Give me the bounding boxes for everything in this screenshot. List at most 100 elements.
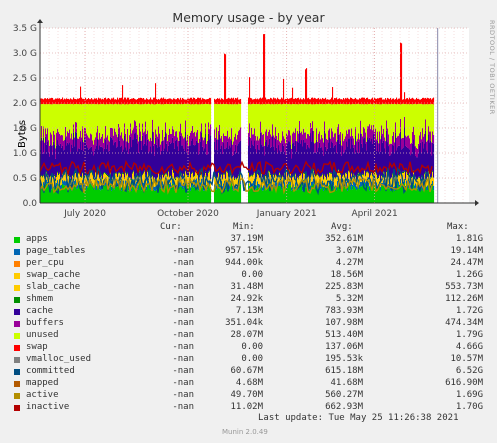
stack-segment (383, 128, 385, 141)
stack-segment (117, 186, 119, 203)
stack-segment (121, 190, 123, 203)
stack-segment (284, 138, 286, 152)
stack-segment (134, 189, 136, 203)
stack-segment (158, 173, 160, 182)
stack-segment (289, 141, 291, 170)
stack-segment (415, 99, 417, 104)
stack-segment (109, 98, 111, 105)
stack-segment (158, 138, 160, 173)
stack-segment (234, 136, 236, 151)
stack-segment (251, 188, 253, 203)
stack-segment (286, 146, 288, 171)
stack-segment (301, 172, 303, 180)
stack-segment (215, 137, 217, 150)
stack-segment (289, 104, 291, 131)
stack-segment (346, 104, 348, 131)
stack-segment (148, 180, 150, 186)
stack-segment (63, 103, 65, 141)
stack-segment (183, 138, 185, 149)
stack-segment (372, 175, 374, 177)
stack-segment (218, 183, 220, 203)
stack-segment (423, 104, 425, 137)
stack-segment (146, 98, 148, 105)
stack-segment (279, 99, 281, 104)
stack-segment (94, 139, 96, 151)
stack-segment (266, 129, 268, 140)
stack-segment (62, 179, 64, 184)
stack-segment (295, 127, 297, 141)
stack-segment (142, 104, 144, 124)
stack-segment (150, 177, 152, 186)
stack-segment (80, 130, 82, 142)
stack-segment (370, 129, 372, 142)
stack-segment (261, 186, 263, 203)
stack-segment (356, 186, 358, 191)
stack-segment (417, 188, 419, 203)
stack-segment (157, 136, 159, 148)
stack-segment (392, 173, 394, 175)
stack-segment (176, 103, 178, 132)
stack-segment (234, 99, 236, 104)
stack-segment (310, 177, 312, 186)
stack-segment (99, 177, 101, 179)
stack-segment (248, 145, 250, 173)
stack-segment (382, 103, 384, 134)
stack-segment (328, 176, 330, 178)
stack-segment (121, 104, 123, 133)
stack-segment (355, 188, 357, 203)
legend-cur: -nan (172, 270, 194, 280)
stack-segment (236, 186, 238, 191)
stack-segment (202, 98, 204, 105)
stack-segment (391, 178, 393, 185)
stack-segment (52, 177, 54, 184)
stack-segment (195, 136, 197, 146)
stack-segment (99, 145, 101, 178)
stack-segment (403, 99, 405, 104)
stack-segment (283, 189, 285, 203)
stack-segment (417, 185, 419, 189)
stack-segment (366, 141, 368, 151)
stack-segment (169, 98, 171, 105)
stack-segment (405, 178, 407, 180)
stack-segment (291, 104, 293, 149)
stack-segment (278, 176, 280, 183)
stack-segment (259, 150, 261, 178)
stack-segment (363, 174, 365, 176)
stack-segment (224, 180, 226, 185)
stack-segment (360, 186, 362, 203)
stack-segment (231, 97, 233, 105)
stack-segment (407, 173, 409, 175)
stack-segment (91, 185, 93, 203)
stack-segment (253, 185, 255, 203)
stack-segment (378, 177, 380, 185)
legend-min: 7.13M (235, 306, 263, 316)
stack-segment (340, 103, 342, 132)
stack-segment (175, 180, 177, 186)
stack-segment (338, 170, 340, 180)
stack-segment (302, 146, 304, 179)
stack-segment (285, 154, 287, 180)
stack-segment (385, 104, 387, 142)
stack-segment (329, 184, 331, 203)
stack-segment (98, 97, 100, 105)
stack-segment (198, 142, 200, 155)
stack-segment (59, 104, 61, 134)
stack-segment (85, 140, 87, 173)
stack-segment (111, 190, 113, 203)
stack-segment (173, 129, 175, 143)
stack-segment (139, 104, 141, 124)
stack-segment (398, 186, 400, 203)
stack-segment (201, 123, 203, 133)
stack-segment (179, 186, 181, 203)
stack-segment (338, 104, 340, 125)
stack-segment (380, 186, 382, 191)
stack-segment (80, 176, 82, 177)
stack-segment (430, 104, 432, 132)
stack-segment (366, 184, 368, 203)
munin-version: Munin 2.0.49 (222, 428, 268, 436)
stack-segment (410, 189, 412, 203)
stack-segment (334, 186, 336, 190)
stack-segment (197, 174, 199, 176)
stack-segment (203, 98, 205, 105)
stack-segment (359, 174, 361, 176)
